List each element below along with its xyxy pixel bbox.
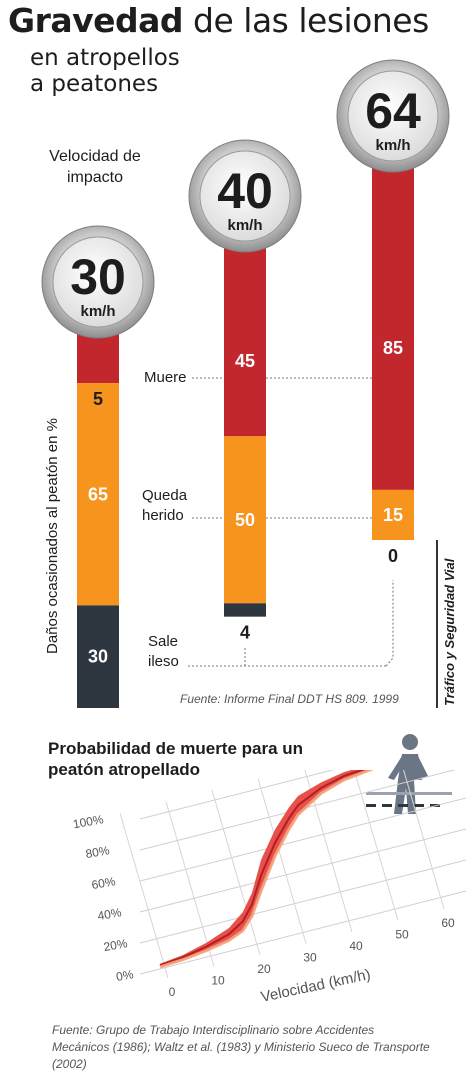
prob-grid-line <box>165 801 215 967</box>
prob-lower-edge <box>159 770 374 969</box>
bar-value-label-below: 4 <box>240 623 250 643</box>
subtitle-line-1: en atropellos <box>30 45 180 71</box>
prob-x-tick: 20 <box>257 962 271 976</box>
probability-chart: 0% 20% 40% 60% 80% 100% 0 10 20 30 40 50 60 Velocida… <box>72 770 467 1006</box>
bar-value-label: 50 <box>235 510 255 530</box>
speed-unit: km/h <box>80 303 115 320</box>
bar-value-label: 30 <box>88 647 108 667</box>
bar-value-label: 85 <box>383 338 403 358</box>
prob-x-tick: 40 <box>349 939 363 953</box>
subtitle-line-2: a peatones <box>30 71 159 97</box>
speed-value: 40 <box>217 163 273 219</box>
probability-source: Fuente: Grupo de Trabajo Interdisciplina… <box>52 1023 430 1071</box>
prob-y-tick: 100% <box>72 812 105 831</box>
prob-x-tick: 0 <box>169 985 176 999</box>
prob-y-tick: 40% <box>96 905 122 923</box>
row-label-ileso: Sale ileso <box>148 633 179 670</box>
bar-segment-muere-64 <box>372 206 414 490</box>
prob-midline <box>159 770 366 967</box>
bar-chart-source: Fuente: Informe Final DDT HS 809. 1999 <box>180 692 399 706</box>
bar-segment-queda-herido-30 <box>77 383 119 606</box>
speed-unit: km/h <box>375 137 410 154</box>
bar-value-label-below: 5 <box>93 389 103 409</box>
prob-grid-line <box>119 812 169 979</box>
prob-x-tick: 60 <box>441 916 455 930</box>
prob-grid-line <box>257 778 307 944</box>
prob-grid-line <box>139 828 467 913</box>
brand-label: Tráfico y Seguridad Vial <box>442 558 457 706</box>
prob-y-tick: 0% <box>115 967 135 984</box>
prob-x-tick: 10 <box>211 974 225 988</box>
bar-segment-sale-ileso-30 <box>77 605 119 708</box>
bar-segment-queda-herido-64 <box>372 489 414 540</box>
prob-x-tick: 30 <box>303 951 317 965</box>
y-axis-label: Daños ocasionados al peatón en % <box>44 418 61 655</box>
probability-title: Probabilidad de muerte para un peatón at… <box>48 739 304 779</box>
bar-segment-sale-ileso-40 <box>224 603 266 617</box>
prob-grid-line <box>139 859 467 944</box>
prob-y-tick: 20% <box>102 936 128 954</box>
prob-grid-line <box>403 770 445 910</box>
prob-grid-line <box>211 789 261 956</box>
prob-grid-line <box>139 770 335 820</box>
prob-y-tick: 60% <box>90 874 116 892</box>
bar-value-label: 45 <box>235 351 255 371</box>
speed-value: 64 <box>365 83 421 139</box>
speed-value: 30 <box>70 249 126 305</box>
prob-grid-line <box>139 797 467 882</box>
bar-value-label-below: 0 <box>388 546 398 566</box>
velocity-label: Velocidad de impacto <box>49 148 141 186</box>
prob-grid-line <box>353 770 399 921</box>
bar-segment-queda-herido-40 <box>224 436 266 604</box>
prob-x-tick: 50 <box>395 928 409 942</box>
brand-divider <box>436 540 438 708</box>
bar-segment-muere-40 <box>224 286 266 437</box>
main-title: Gravedad de las lesiones <box>8 1 429 40</box>
prob-y-tick: 80% <box>84 843 110 861</box>
bar-value-label: 15 <box>383 505 403 525</box>
guide-line <box>385 580 394 667</box>
bar-segment-muere-30 <box>77 366 119 384</box>
speed-unit: km/h <box>227 217 262 234</box>
row-label-muere: Muere <box>144 369 187 386</box>
row-label-herido: Queda herido <box>142 487 188 524</box>
prob-x-axis-label: Velocidad (km/h) <box>259 966 372 1006</box>
bar-value-label: 65 <box>88 484 108 504</box>
